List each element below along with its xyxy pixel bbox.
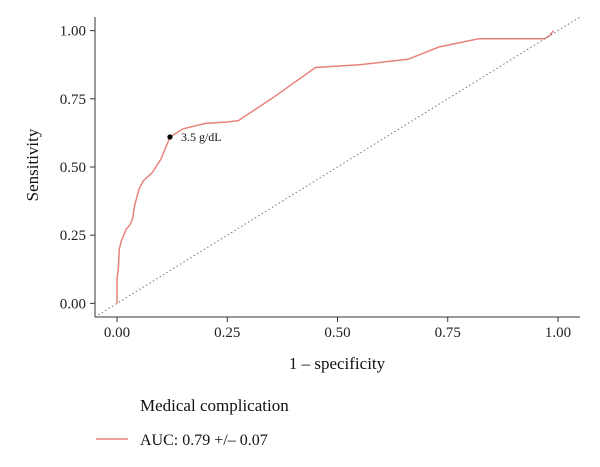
reference-diagonal-line [94, 16, 581, 318]
y-tick-label: 0.00 [60, 296, 86, 312]
legend-label: AUC: 0.79 +/– 0.07 [140, 432, 268, 449]
axes-group: 0.00 0.25 0.50 0.75 1.00 0.00 0.25 0.50 0.75 1.00 [60, 17, 580, 341]
x-tick-label: 1.00 [545, 325, 571, 341]
x-tick-label: 0.00 [104, 325, 130, 341]
threshold-point [167, 134, 173, 140]
x-axis-title: 1 – specificity [289, 354, 386, 373]
x-tick-label: 0.50 [324, 325, 350, 341]
y-tick-label: 0.25 [60, 228, 86, 244]
roc-curve-line [116, 30, 555, 304]
x-tick-label: 0.75 [435, 325, 461, 341]
y-tick-label: 0.75 [60, 92, 86, 108]
legend-title: Medical complication [140, 396, 289, 415]
y-tick-label: 0.50 [60, 160, 86, 176]
marks-group: 3.5 g/dL [94, 16, 581, 318]
threshold-label: 3.5 g/dL [181, 130, 222, 144]
x-tick-label: 0.25 [214, 325, 240, 341]
y-tick-label: 1.00 [60, 24, 86, 40]
y-axis-title: Sensitivity [23, 128, 42, 201]
